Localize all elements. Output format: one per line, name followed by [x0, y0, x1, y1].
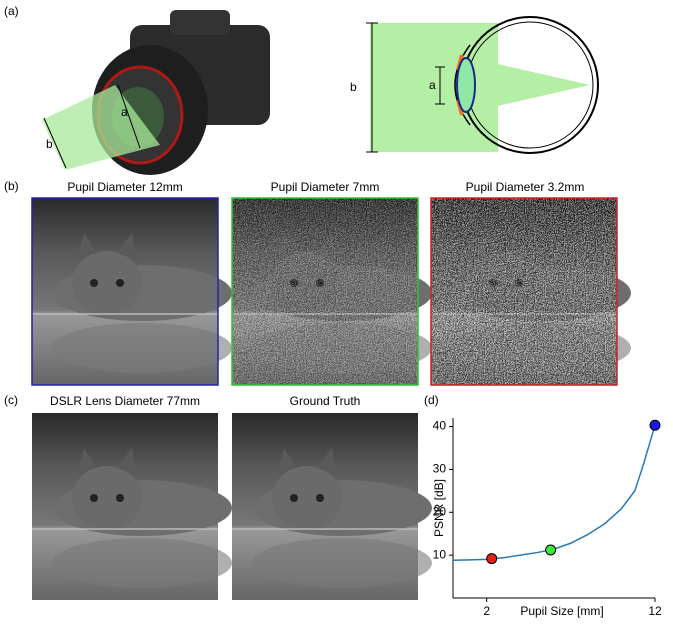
x-axis-label: Pupil Size [mm]: [520, 604, 603, 618]
image: [231, 412, 433, 601]
image: [31, 412, 233, 601]
image: [231, 197, 433, 386]
plot: 10 20 30 40 2 12: [433, 418, 662, 618]
eye-label: a: [429, 78, 436, 92]
y-axis-label: PSNR [dB]: [432, 479, 446, 537]
eye-label: b: [350, 80, 357, 94]
image-title: Ground Truth: [290, 394, 361, 408]
camera-label: a: [121, 105, 128, 119]
image: [430, 197, 632, 386]
x-tick-label: 12: [648, 604, 662, 618]
panel-label: (a): [4, 4, 19, 18]
panel-label: (c): [4, 393, 18, 407]
psnr-curve: [452, 425, 656, 562]
image-title: Pupil Diameter 7mm: [271, 180, 380, 194]
panel-label: (b): [4, 179, 19, 193]
y-tick-label: 10: [433, 547, 447, 561]
camera-illustration: [42, 10, 270, 175]
y-tick-label: 20: [433, 504, 447, 518]
eye-diagram: [366, 16, 599, 154]
x-tick-label: 2: [483, 604, 490, 618]
image-title: Pupil Diameter 12mm: [67, 180, 182, 194]
marker: [649, 419, 661, 431]
panel-label: (d): [424, 393, 439, 407]
y-tick-label: 30: [433, 462, 447, 476]
image: [31, 197, 233, 386]
y-tick-label: 40: [433, 419, 447, 433]
image-title: Pupil Diameter 3.2mm: [466, 180, 585, 194]
image-title: DSLR Lens Diameter 77mm: [50, 394, 200, 408]
marker: [486, 553, 498, 565]
marker: [545, 544, 557, 556]
camera-label: b: [46, 137, 53, 151]
